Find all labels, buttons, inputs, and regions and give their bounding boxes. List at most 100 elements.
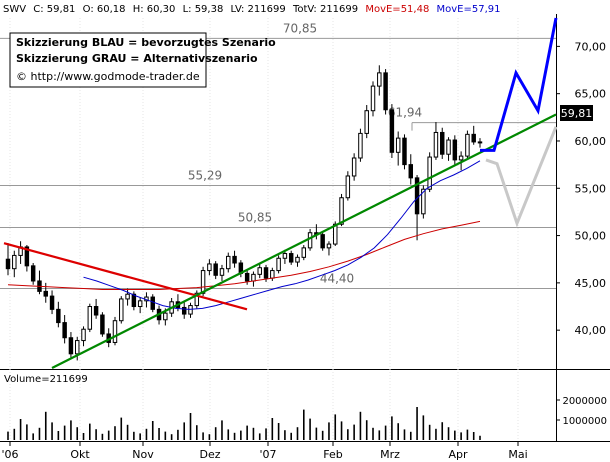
candle-body [24, 246, 30, 267]
y-tick-label: 50,00 [575, 230, 607, 243]
candle-body [452, 139, 458, 161]
candle-body [263, 267, 269, 279]
candle-body [339, 197, 344, 225]
x-tick-label: Apr [448, 448, 468, 461]
candle-body [163, 312, 168, 321]
candle-body [251, 273, 256, 282]
horizontal-levels: 70,85 61,94 55,29 50,85 44,40 [0, 21, 556, 290]
candle-body [465, 133, 470, 157]
candle-body [383, 72, 388, 111]
candle-body [226, 255, 231, 270]
candle-body [30, 265, 36, 282]
x-tick-label: Okt [70, 448, 90, 461]
volume-label: Volume=211699 [4, 374, 88, 385]
candle-body [414, 177, 420, 215]
y-tick-label: 45,00 [575, 277, 607, 290]
header-close: C: 59,81 [33, 4, 75, 15]
candle-body [370, 85, 376, 112]
candle-body [320, 234, 325, 249]
candle-body [477, 141, 483, 144]
header-high: H: 60,30 [133, 4, 176, 15]
candle-body [12, 254, 17, 270]
axis-labels: 70,00 65,00 60,00 55,00 50,00 45,00 40,00 '06 Ok… [1, 40, 607, 461]
scenario-alternative-path [485, 126, 558, 228]
candle-body [181, 306, 187, 315]
annotation-copyright: © http://www.godmode-trader.de [16, 70, 200, 83]
candle-body [351, 157, 357, 177]
volume-tick-label: 1000000 [562, 416, 607, 427]
volume-tick-label: 2000000 [562, 396, 607, 407]
candle-body [131, 293, 137, 308]
candle-body [421, 188, 426, 215]
candle-body [395, 137, 401, 153]
x-tick-label: Feb [323, 448, 342, 461]
candle-body [446, 139, 451, 155]
header-symbol: SWV [3, 4, 26, 15]
candle-body [471, 133, 476, 143]
candle-body [68, 337, 74, 355]
candle-body [364, 110, 369, 134]
volume-panel-background [0, 370, 610, 462]
candle-body [270, 270, 275, 279]
candle-body [307, 232, 313, 249]
candle-body [326, 243, 332, 249]
level-label: 70,85 [283, 21, 317, 35]
candle-body [87, 306, 93, 330]
candle-body [257, 267, 262, 275]
x-tick-label: Dez [199, 448, 220, 461]
candle-body [219, 268, 225, 276]
candle-body [74, 340, 80, 355]
candle-body [194, 292, 200, 307]
candle-body [137, 300, 143, 308]
candle-body [301, 247, 307, 258]
x-tick-label: Nov [132, 448, 154, 461]
candle-body [433, 131, 439, 158]
level-label: 61,94 [388, 106, 422, 120]
candle-body [93, 306, 99, 316]
candle-body [43, 290, 48, 297]
level-label: 55,29 [188, 169, 222, 183]
moving-average-red [7, 220, 481, 290]
header-total-volume: TotV: 211699 [292, 4, 358, 15]
candle-body [295, 256, 300, 263]
candle-body [288, 253, 294, 263]
candle-body [49, 295, 55, 310]
x-tick-label: Mrz [380, 448, 400, 461]
header-info: SWV C: 59,81 O: 60,18 H: 60,30 L: 59,38 … [3, 4, 501, 15]
candle-body [408, 164, 414, 179]
candle-body [276, 257, 281, 272]
current-price-marker [560, 105, 593, 121]
header-bar [0, 0, 556, 16]
candle-body [200, 270, 206, 294]
y-tick-label: 55,00 [575, 182, 607, 195]
annotation-blue-scenario: Skizzierung BLAU = bevorzugtes Szenario [16, 36, 276, 49]
candle-body [345, 175, 351, 199]
candle-body [282, 253, 288, 259]
candle-body [56, 308, 61, 324]
header-ma-blue: MovE=57,91 [437, 4, 501, 15]
header-open: O: 60,18 [83, 4, 126, 15]
current-price-label: 59,81 [561, 107, 593, 120]
candle-body [112, 320, 118, 343]
candle-body [207, 263, 212, 272]
candle-body [458, 155, 464, 161]
candle-body [150, 296, 155, 310]
candle-body [81, 328, 86, 342]
candle-body [62, 322, 67, 339]
moving-average-blue [83, 160, 481, 310]
x-tick-label: '07 [259, 448, 276, 461]
candlesticks [5, 65, 483, 361]
trendline-red-downtrend [3, 242, 248, 311]
x-tick-label: Mai [508, 448, 527, 461]
x-tick-label: '06 [1, 448, 18, 461]
annotation-box [9, 32, 207, 88]
candle-body [232, 255, 237, 264]
overlay-lines [3, 17, 558, 369]
y-tick-label: 65,00 [575, 88, 607, 101]
y-tick-label: 70,00 [575, 40, 607, 53]
trendline-green-uptrend [51, 113, 557, 369]
level-label: 50,85 [238, 211, 272, 225]
candle-body [440, 131, 445, 155]
